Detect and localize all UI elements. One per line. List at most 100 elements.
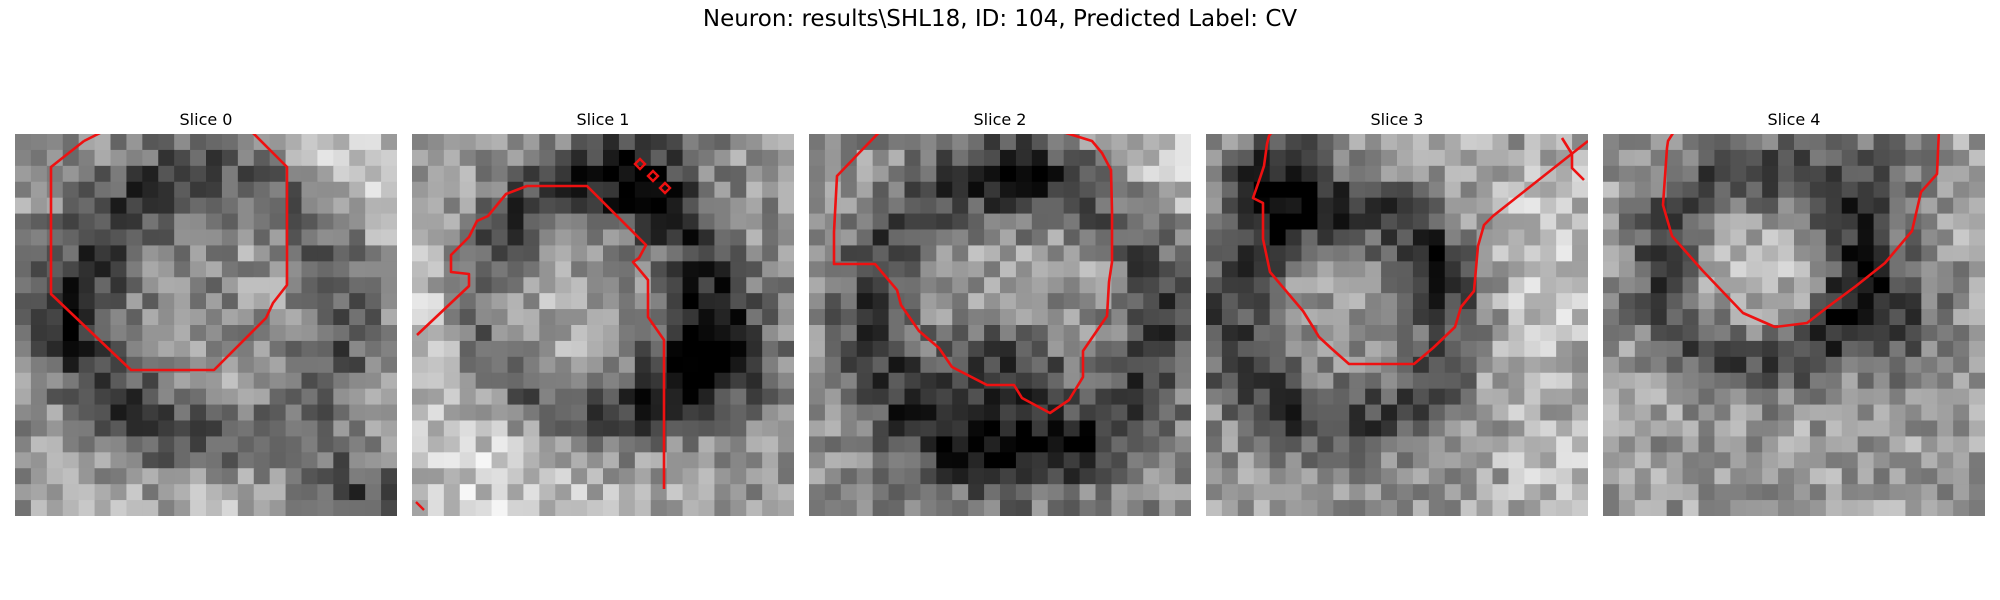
image-pixel bbox=[1269, 404, 1287, 422]
image-pixel bbox=[1349, 213, 1366, 231]
image-pixel bbox=[746, 484, 763, 501]
image-pixel bbox=[427, 500, 445, 516]
image-pixel bbox=[968, 213, 985, 231]
image-pixel bbox=[1746, 484, 1763, 501]
slice-image-0 bbox=[15, 134, 397, 516]
contour-line bbox=[416, 184, 666, 489]
image-pixel bbox=[571, 134, 588, 151]
image-pixel bbox=[1762, 420, 1779, 438]
image-pixel bbox=[1269, 468, 1287, 485]
image-pixel bbox=[1762, 261, 1779, 278]
image-pixel bbox=[1460, 436, 1478, 453]
image-pixel bbox=[1921, 468, 1938, 485]
image-pixel bbox=[1159, 213, 1176, 231]
image-pixel bbox=[618, 436, 636, 453]
image-pixel bbox=[475, 165, 493, 183]
image-pixel bbox=[1682, 277, 1700, 294]
image-pixel bbox=[1603, 197, 1620, 215]
image-pixel bbox=[840, 277, 858, 294]
image-pixel bbox=[952, 165, 969, 183]
image-pixel bbox=[1873, 309, 1891, 326]
image-pixel bbox=[666, 420, 684, 438]
image-pixel bbox=[1809, 468, 1827, 485]
image-pixel bbox=[1714, 149, 1731, 167]
image-pixel bbox=[1730, 197, 1747, 215]
image-pixel bbox=[158, 372, 175, 390]
image-pixel bbox=[1000, 388, 1017, 406]
image-pixel bbox=[936, 340, 953, 358]
image-pixel bbox=[1492, 134, 1510, 151]
image-pixel bbox=[682, 404, 700, 422]
image-pixel bbox=[1714, 340, 1731, 358]
image-pixel bbox=[1698, 245, 1716, 262]
image-pixel bbox=[936, 325, 953, 342]
image-pixel bbox=[221, 420, 239, 438]
image-pixel bbox=[1221, 213, 1239, 231]
image-pixel bbox=[459, 293, 477, 310]
image-pixel bbox=[381, 197, 397, 215]
contour-fragment bbox=[633, 157, 647, 171]
image-pixel bbox=[1015, 277, 1033, 294]
image-pixel bbox=[1540, 468, 1557, 485]
image-pixel bbox=[459, 165, 477, 183]
image-pixel bbox=[1809, 229, 1827, 247]
image-pixel bbox=[1524, 261, 1541, 278]
image-pixel bbox=[1221, 436, 1239, 453]
image-pixel bbox=[126, 261, 143, 278]
image-pixel bbox=[1969, 452, 1985, 469]
image-pixel bbox=[62, 277, 80, 294]
image-pixel bbox=[459, 197, 477, 215]
image-pixel bbox=[253, 356, 271, 374]
image-pixel bbox=[1476, 452, 1494, 469]
image-pixel bbox=[746, 436, 763, 453]
image-pixel bbox=[1333, 484, 1350, 501]
image-pixel bbox=[1682, 404, 1700, 422]
image-pixel bbox=[1603, 261, 1620, 278]
image-pixel bbox=[1063, 500, 1081, 516]
image-pixel bbox=[682, 340, 700, 358]
image-pixel bbox=[443, 197, 461, 215]
image-pixel bbox=[1047, 436, 1065, 453]
image-pixel bbox=[1381, 325, 1398, 342]
image-pixel bbox=[952, 484, 969, 501]
image-pixel bbox=[491, 181, 509, 199]
image-pixel bbox=[840, 213, 858, 231]
image-pixel bbox=[1031, 436, 1049, 453]
image-pixel bbox=[1508, 372, 1525, 390]
image-pixel bbox=[412, 293, 429, 310]
image-pixel bbox=[1460, 197, 1478, 215]
image-pixel bbox=[1540, 420, 1557, 438]
image-pixel bbox=[1794, 436, 1811, 453]
image-pixel bbox=[1650, 309, 1668, 326]
image-pixel bbox=[110, 309, 128, 326]
image-pixel bbox=[158, 181, 175, 199]
image-pixel bbox=[920, 484, 937, 501]
image-pixel bbox=[1317, 372, 1334, 390]
image-pixel bbox=[491, 436, 509, 453]
image-pixel bbox=[285, 229, 303, 247]
image-pixel bbox=[984, 277, 1001, 294]
image-pixel bbox=[1381, 261, 1398, 278]
image-pixel bbox=[1857, 165, 1875, 183]
image-pixel bbox=[952, 261, 969, 278]
image-pixel bbox=[1111, 356, 1128, 374]
image-pixel bbox=[365, 325, 382, 342]
image-pixel bbox=[206, 420, 223, 438]
image-pixel bbox=[603, 452, 620, 469]
image-pixel bbox=[1921, 277, 1938, 294]
image-pixel bbox=[1969, 261, 1985, 278]
image-pixel bbox=[1317, 261, 1334, 278]
image-pixel bbox=[301, 452, 319, 469]
image-pixel bbox=[778, 134, 794, 151]
image-pixel bbox=[1079, 293, 1097, 310]
image-pixel bbox=[1746, 197, 1763, 215]
image-pixel bbox=[778, 340, 794, 358]
image-pixel bbox=[1746, 325, 1763, 342]
image-pixel bbox=[349, 356, 366, 374]
image-pixel bbox=[1540, 500, 1557, 516]
image-pixel bbox=[1969, 340, 1985, 358]
image-pixel bbox=[1778, 356, 1795, 374]
image-pixel bbox=[1825, 197, 1843, 215]
image-pixel bbox=[1476, 213, 1494, 231]
image-pixel bbox=[46, 420, 64, 438]
